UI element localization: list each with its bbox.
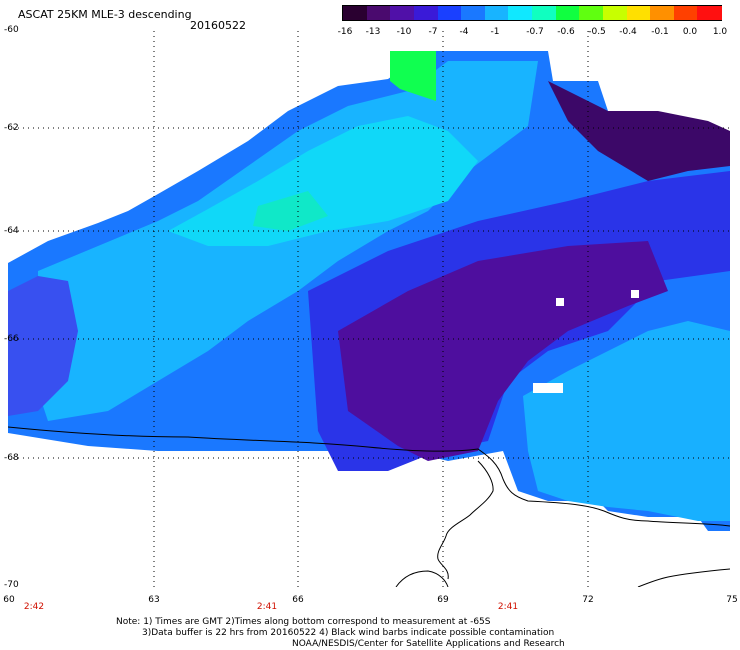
colorbar-label: 1.0 — [712, 27, 728, 37]
colorbar-label: -1 — [490, 27, 500, 37]
colorbar-segment — [461, 6, 486, 20]
colorbar-segment — [437, 6, 462, 20]
colorbar-segment — [673, 6, 699, 20]
swath-green — [390, 51, 436, 101]
colorbar-label: -13 — [365, 27, 381, 37]
colorbar-segment — [579, 6, 604, 20]
colorbar-segment — [555, 6, 580, 20]
colorbar-segment — [413, 6, 439, 20]
pass-time: 2:41 — [256, 602, 278, 612]
colorbar-segment — [602, 6, 628, 20]
swath-deep-purple — [548, 81, 730, 181]
colorbar-segment — [697, 6, 722, 20]
lon-label: 66 — [292, 595, 304, 605]
data-gap — [556, 298, 564, 306]
colorbar-segment — [390, 6, 415, 20]
swath-teal — [253, 191, 328, 231]
colorbar-segment — [508, 6, 533, 20]
lat-label: -70 — [4, 580, 19, 590]
data-gap — [533, 383, 563, 393]
graticule — [8, 31, 730, 587]
coastline-path — [437, 460, 494, 580]
colorbar-label: -16 — [337, 27, 353, 37]
data-gap — [631, 290, 639, 298]
swath-right-cyan — [523, 321, 730, 521]
lat-label: -68 — [4, 453, 19, 463]
lon-label: 60 — [3, 595, 15, 605]
lat-label: -62 — [4, 123, 19, 133]
product-title: ASCAT 25KM MLE-3 descending — [18, 8, 192, 21]
colorbar-label: -0.4 — [619, 27, 637, 37]
lat-label: -66 — [4, 334, 19, 344]
swath-aqua — [168, 116, 478, 246]
colorbar-segment — [343, 6, 368, 20]
colorbar-segment — [484, 6, 510, 20]
footnote-line: 3)Data buffer is 22 hrs from 20160522 4)… — [142, 628, 555, 638]
colorbar-label: -0.6 — [557, 27, 575, 37]
coastline-path — [637, 568, 730, 587]
footnote-line: NOAA/NESDIS/Center for Satellite Applica… — [292, 639, 565, 649]
colorbar-label: -0.1 — [651, 27, 669, 37]
lat-label: -60 — [4, 25, 19, 35]
colorbar-label: -0.7 — [526, 27, 544, 37]
pass-time: 2:42 — [23, 602, 45, 612]
colorbar-label: -7 — [428, 27, 438, 37]
pass-time: 2:41 — [497, 602, 519, 612]
colorbar-label: 0.0 — [682, 27, 698, 37]
lon-label: 75 — [726, 595, 738, 605]
colorbar-label: -10 — [396, 27, 412, 37]
swath-purple-band — [338, 241, 668, 461]
footnote: Note: 1) Times are GMT 2)Times along bot… — [116, 617, 565, 650]
colorbar-label: -4 — [459, 27, 469, 37]
coastline-path — [395, 570, 449, 587]
lat-label: -64 — [4, 226, 19, 236]
product-date: 20160522 — [190, 19, 246, 32]
lon-label: 69 — [437, 595, 449, 605]
colorbar-segment — [650, 6, 675, 20]
lon-label: 72 — [582, 595, 594, 605]
colorbar-segment — [626, 6, 651, 20]
colorbar-segment — [366, 6, 391, 20]
wind-speed-map — [8, 31, 730, 587]
colorbar-segment — [532, 6, 557, 20]
swath-left-blue — [8, 276, 78, 416]
lon-label: 63 — [148, 595, 160, 605]
scatterometer-swath — [8, 51, 730, 531]
colorbar — [342, 5, 722, 21]
coastline-path — [8, 426, 730, 527]
footnote-line: Note: 1) Times are GMT 2)Times along bot… — [116, 617, 491, 627]
colorbar-label: -0.5 — [588, 27, 606, 37]
coastline — [8, 426, 730, 587]
